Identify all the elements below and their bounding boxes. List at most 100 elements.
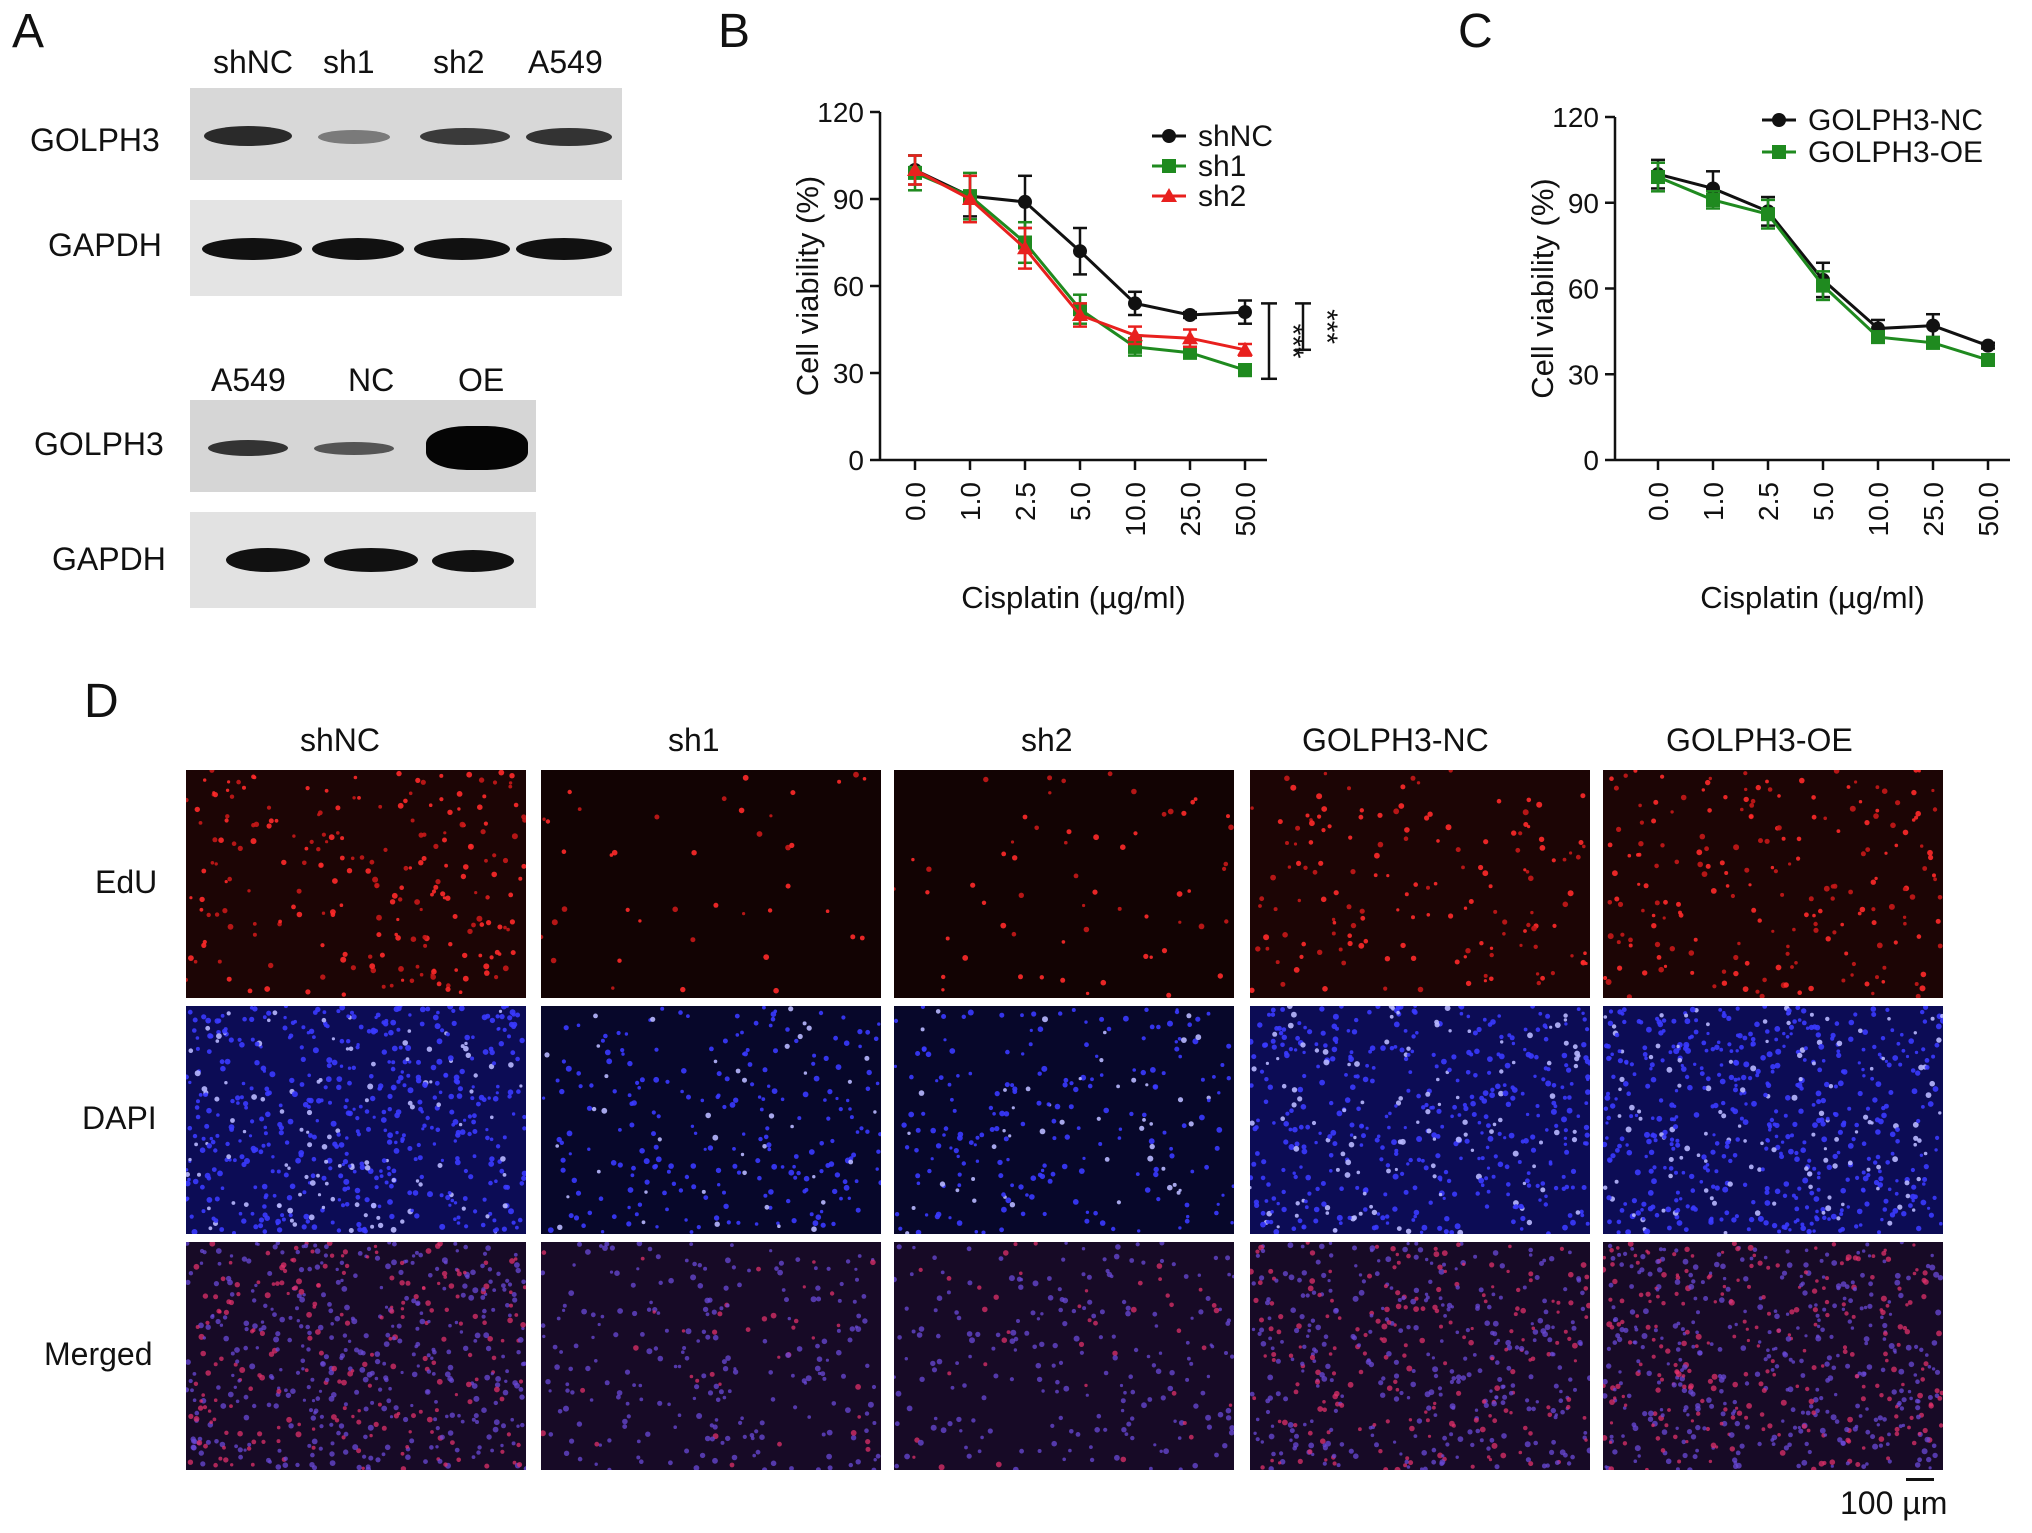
lane-label: OE (458, 362, 505, 398)
row-label-gapdh: GAPDH (52, 541, 166, 577)
blot-golph3-overexpression (190, 400, 536, 492)
row-label-edu: EdU (95, 864, 158, 900)
x-tick-label: 25.0 (1175, 482, 1206, 537)
x-tick-label: 10.0 (1120, 482, 1151, 537)
merged-image (1603, 1242, 1943, 1470)
cell-nuclei (894, 1242, 1234, 1470)
lane-label: A549 (528, 44, 603, 80)
x-axis-label: Cisplatin (µg/ml) (961, 580, 1186, 615)
lane-label: sh2 (433, 44, 485, 80)
blot-gapdh-overexpression (190, 512, 536, 608)
significance-label: *** (1310, 309, 1343, 344)
lane-label: NC (348, 362, 395, 398)
dapi-image (541, 1006, 881, 1234)
x-tick-label: 1.0 (1698, 482, 1729, 521)
y-tick-label: 30 (1568, 359, 1599, 390)
x-tick-label: 10.0 (1863, 482, 1894, 537)
data-point (1018, 194, 1032, 209)
row-label-dapi: DAPI (82, 1100, 157, 1136)
data-point (1761, 207, 1775, 222)
x-tick-label: 2.5 (1010, 482, 1041, 521)
x-axis-label: Cisplatin (µg/ml) (1700, 580, 1925, 615)
data-point (1183, 345, 1197, 360)
merged-image (541, 1242, 881, 1470)
cell-nuclei (1250, 1242, 1590, 1470)
lane-label: sh1 (323, 44, 375, 80)
y-tick-label: 30 (833, 358, 864, 389)
cell-nuclei (541, 771, 867, 994)
data-point (1238, 363, 1252, 378)
x-tick-label: 50.0 (1230, 482, 1261, 537)
data-point (1238, 305, 1252, 320)
x-tick-label: 0.0 (900, 482, 931, 521)
data-point (1816, 278, 1830, 293)
dapi-image (186, 1006, 526, 1234)
panel-label-d: D (84, 675, 119, 728)
data-point (1017, 240, 1033, 255)
panel-label-c: C (1458, 5, 1493, 58)
y-tick-label: 60 (833, 271, 864, 302)
chart-c: 0 30 60 90 120 0.0 1.0 2.5 5.0 10.0 25.0 50.0 Cell v… (1525, 102, 2010, 615)
data-point (1981, 352, 1995, 367)
data-point (1128, 296, 1142, 311)
dapi-image (1250, 1006, 1590, 1234)
column-label: GOLPH3-NC (1302, 722, 1489, 758)
legend-label: sh2 (1198, 180, 1246, 213)
data-point (1127, 327, 1143, 342)
column-label: sh2 (1021, 722, 1073, 758)
edu-image (186, 770, 526, 998)
cell-nuclei (542, 1006, 881, 1234)
data-point (962, 191, 978, 205)
cell-nuclei (186, 1006, 526, 1234)
blot-gapdh-knockdown (190, 200, 622, 296)
y-tick-label: 0 (1583, 445, 1599, 476)
x-tick-label: 25.0 (1918, 482, 1949, 537)
data-point (1182, 330, 1198, 345)
cell-nuclei (1603, 1006, 1943, 1234)
lane-label: A549 (211, 362, 286, 398)
legend-marker (1161, 188, 1177, 202)
data-point (1072, 307, 1088, 321)
column-label: shNC (300, 722, 381, 758)
data-point (1237, 341, 1253, 356)
edu-image (894, 770, 1234, 998)
data-point (1981, 338, 1995, 353)
legend-label: GOLPH3-NC (1808, 104, 1983, 137)
data-point (1706, 192, 1720, 207)
panel-label-a: A (12, 5, 45, 58)
cell-nuclei (541, 1242, 881, 1470)
scale-bar (1906, 1478, 1934, 1481)
merged-image (186, 1242, 526, 1470)
y-tick-label: 0 (848, 445, 864, 476)
legend-marker (1772, 113, 1786, 127)
data-point (1651, 170, 1665, 185)
cell-nuclei (1603, 770, 1943, 998)
row-label-golph3: GOLPH3 (30, 122, 160, 158)
legend-label: sh1 (1198, 150, 1246, 183)
cell-nuclei (1250, 1006, 1590, 1234)
y-axis-label: Cell viability (%) (1525, 178, 1560, 398)
x-tick-label: 1.0 (955, 482, 986, 521)
data-point (907, 162, 923, 176)
blot-golph3-knockdown (190, 88, 622, 180)
column-label: GOLPH3-OE (1666, 722, 1853, 758)
cell-nuclei (1250, 770, 1588, 993)
y-tick-label: 120 (817, 97, 864, 128)
cell-nuclei (186, 1242, 526, 1470)
x-tick-label: 0.0 (1643, 482, 1674, 521)
data-point (1871, 330, 1885, 345)
y-tick-label: 90 (833, 184, 864, 215)
row-label-gapdh: GAPDH (48, 227, 162, 263)
y-axis-label: Cell viability (%) (790, 176, 825, 396)
x-tick-label: 5.0 (1808, 482, 1839, 521)
scale-bar-label: 100 µm (1840, 1485, 1948, 1521)
y-tick-label: 90 (1568, 188, 1599, 219)
cell-nuclei (1603, 1242, 1943, 1470)
data-point (1926, 335, 1940, 350)
y-tick-label: 120 (1552, 102, 1599, 133)
legend-label: GOLPH3-OE (1808, 136, 1983, 169)
merged-image (1250, 1242, 1590, 1470)
legend-marker (1772, 145, 1786, 159)
chart-b: 0 30 60 90 120 0.0 1.0 2.5 5.0 10.0 25.0 50.0 Cell v… (790, 97, 1343, 615)
cell-nuclei (894, 1006, 1234, 1234)
